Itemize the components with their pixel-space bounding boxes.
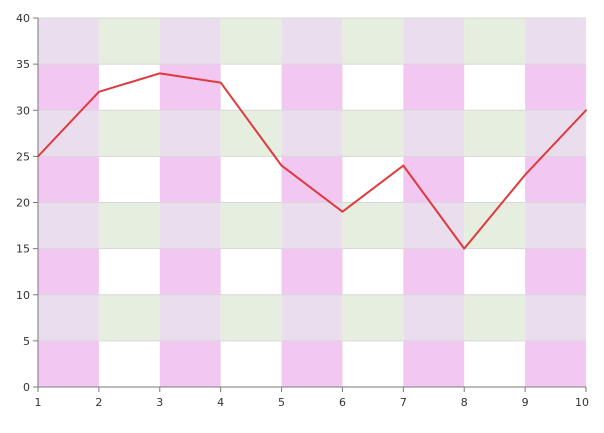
background-bands bbox=[38, 18, 586, 387]
background-band bbox=[159, 18, 221, 65]
background-band bbox=[159, 110, 221, 157]
background-band bbox=[464, 202, 526, 249]
background-band bbox=[281, 110, 343, 157]
background-band bbox=[342, 294, 404, 341]
background-band bbox=[342, 18, 404, 65]
series-group bbox=[37, 72, 587, 250]
background-band bbox=[525, 156, 586, 203]
x-tick-label: 6 bbox=[339, 396, 346, 409]
x-tick-label: 2 bbox=[95, 396, 102, 409]
background-band bbox=[220, 18, 282, 65]
background-band bbox=[38, 156, 99, 203]
y-tick-label: 35 bbox=[16, 58, 30, 71]
background-band bbox=[38, 64, 99, 111]
x-tick-label: 3 bbox=[156, 396, 163, 409]
background-band bbox=[403, 340, 465, 387]
y-axis-ticks: 0 5 10 15 20 25 30 35 40 bbox=[16, 12, 38, 394]
background-band bbox=[38, 110, 99, 157]
x-axis-ticks: 1 2 3 4 5 6 7 8 9 10 bbox=[35, 387, 589, 409]
background-band bbox=[281, 248, 343, 295]
series-line bbox=[37, 72, 587, 250]
background-band bbox=[403, 18, 465, 65]
background-band bbox=[403, 248, 465, 295]
background-band bbox=[403, 110, 465, 157]
background-band bbox=[220, 110, 282, 157]
x-tick-label: 8 bbox=[461, 396, 468, 409]
x-tick-label: 7 bbox=[400, 396, 407, 409]
background-band bbox=[525, 110, 586, 157]
background-band bbox=[98, 294, 160, 341]
background-band bbox=[403, 202, 465, 249]
background-band bbox=[220, 202, 282, 249]
background-band bbox=[159, 340, 221, 387]
background-band bbox=[98, 18, 160, 65]
x-tick-label: 5 bbox=[278, 396, 285, 409]
background-band bbox=[159, 294, 221, 341]
background-band bbox=[525, 202, 586, 249]
y-tick-label: 15 bbox=[16, 243, 30, 256]
x-tick-label: 4 bbox=[217, 396, 224, 409]
background-band bbox=[525, 294, 586, 341]
background-band bbox=[98, 110, 160, 157]
background-band bbox=[525, 248, 586, 295]
background-band bbox=[464, 18, 526, 65]
background-band bbox=[38, 18, 99, 65]
y-tick-label: 25 bbox=[16, 150, 30, 163]
y-tick-label: 0 bbox=[23, 381, 30, 394]
background-band bbox=[281, 156, 343, 203]
y-tick-label: 40 bbox=[16, 12, 30, 25]
x-tick-label: 10 bbox=[575, 396, 589, 409]
background-band bbox=[159, 202, 221, 249]
background-band bbox=[38, 248, 99, 295]
background-band bbox=[281, 294, 343, 341]
background-band bbox=[403, 294, 465, 341]
y-tick-label: 5 bbox=[23, 335, 30, 348]
background-band bbox=[38, 294, 99, 341]
background-band bbox=[220, 294, 282, 341]
background-band bbox=[159, 156, 221, 203]
y-tick-label: 30 bbox=[16, 104, 30, 117]
x-tick-label: 9 bbox=[522, 396, 529, 409]
background-band bbox=[464, 294, 526, 341]
background-band bbox=[342, 110, 404, 157]
background-band bbox=[525, 18, 586, 65]
background-band bbox=[38, 202, 99, 249]
background-band bbox=[159, 64, 221, 111]
background-band bbox=[38, 340, 99, 387]
background-band bbox=[525, 340, 586, 387]
background-band bbox=[281, 18, 343, 65]
background-band bbox=[281, 340, 343, 387]
y-tick-label: 20 bbox=[16, 197, 30, 210]
background-band bbox=[159, 248, 221, 295]
background-band bbox=[342, 202, 404, 249]
background-band bbox=[403, 64, 465, 111]
background-band bbox=[281, 202, 343, 249]
background-band bbox=[525, 64, 586, 111]
background-band bbox=[464, 110, 526, 157]
y-tick-label: 10 bbox=[16, 289, 30, 302]
background-band bbox=[98, 202, 160, 249]
x-tick-label: 1 bbox=[35, 396, 42, 409]
background-band bbox=[281, 64, 343, 111]
